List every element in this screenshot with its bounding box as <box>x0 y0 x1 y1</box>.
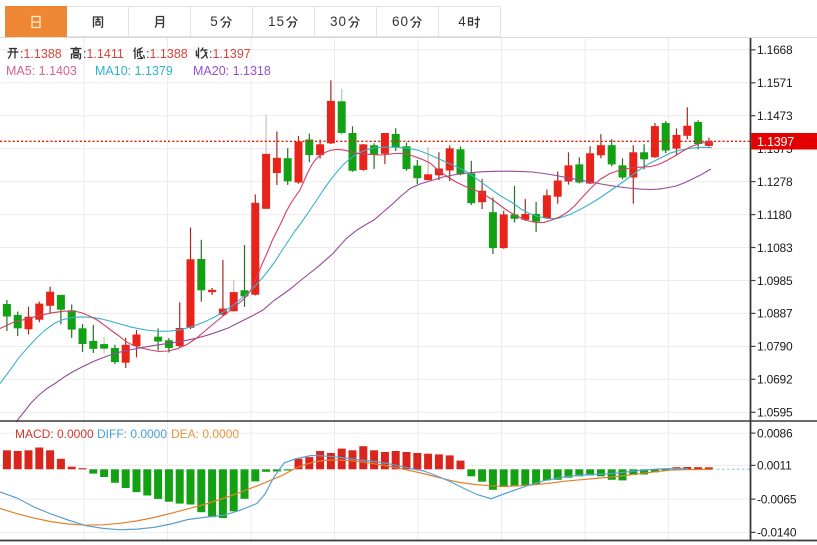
svg-text:1.0595: 1.0595 <box>757 406 793 420</box>
svg-text:1.1180: 1.1180 <box>757 208 792 222</box>
svg-text:-0.0140: -0.0140 <box>757 526 797 540</box>
svg-text:1.1668: 1.1668 <box>757 43 793 57</box>
svg-text:1.1083: 1.1083 <box>757 241 793 255</box>
svg-text:1.1473: 1.1473 <box>757 109 793 123</box>
svg-text:1.1571: 1.1571 <box>757 76 793 90</box>
svg-text:1.0985: 1.0985 <box>757 274 793 288</box>
svg-text:1.0692: 1.0692 <box>757 373 793 387</box>
svg-text:0.0011: 0.0011 <box>757 459 792 473</box>
svg-text:1.1278: 1.1278 <box>757 175 793 189</box>
svg-text:-0.0065: -0.0065 <box>757 492 797 506</box>
svg-text:1.0790: 1.0790 <box>757 340 793 354</box>
svg-text:1.1397: 1.1397 <box>757 135 794 149</box>
svg-text:1.0887: 1.0887 <box>757 307 793 321</box>
svg-text:0.0086: 0.0086 <box>757 426 793 440</box>
